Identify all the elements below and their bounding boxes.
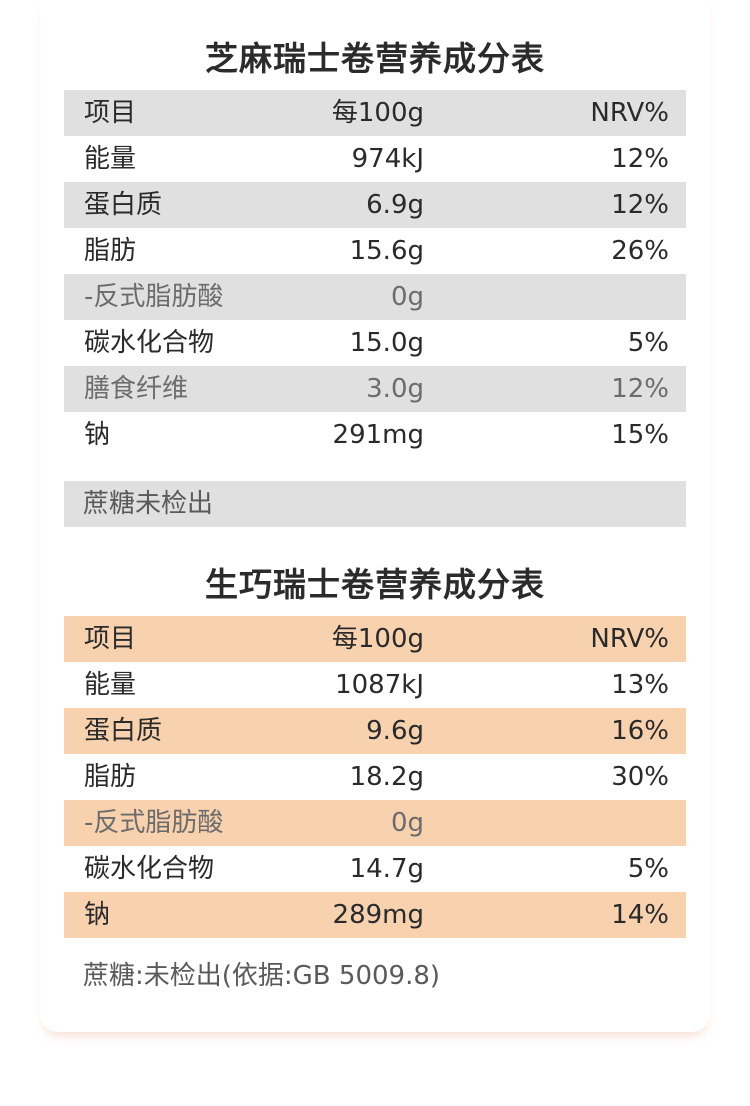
header-item: 项目 xyxy=(84,98,137,128)
table1-title: 芝麻瑞士卷营养成分表 xyxy=(205,39,545,78)
table-header-row: 项目 每100g NRV% xyxy=(64,90,686,136)
table-row: 蛋白质 9.6g 16% xyxy=(64,708,686,754)
row-per100g: 974kJ xyxy=(351,144,424,174)
row-per100g: 3.0g xyxy=(366,374,424,404)
header-nrv: NRV% xyxy=(590,98,669,128)
row-nrv: 14% xyxy=(611,900,669,930)
table-row: 钠 291mg 15% xyxy=(64,412,686,458)
note-text: 蔗糖未检出 xyxy=(83,489,214,519)
nutrition-table-chocolate: 项目 每100g NRV% 能量 1087kJ 13% 蛋白质 9.6g 16%… xyxy=(64,616,686,938)
row-per100g: 15.6g xyxy=(349,236,424,266)
table-row: 膳食纤维 3.0g 12% xyxy=(64,366,686,412)
row-per100g: 15.0g xyxy=(349,328,424,358)
row-nrv: 26% xyxy=(611,236,669,266)
row-item: 脂肪 xyxy=(84,762,137,792)
row-item: 蛋白质 xyxy=(84,716,163,746)
row-per100g: 0g xyxy=(390,808,424,838)
table1-note: 蔗糖未检出 xyxy=(64,481,686,527)
row-per100g: 0g xyxy=(390,282,424,312)
row-nrv: 5% xyxy=(627,854,669,884)
row-nrv: 12% xyxy=(611,144,669,174)
table-row: 脂肪 18.2g 30% xyxy=(64,754,686,800)
row-item: 钠 xyxy=(84,900,111,930)
row-item: 能量 xyxy=(84,144,137,174)
row-nrv: 15% xyxy=(611,420,669,450)
header-per100g: 每100g xyxy=(331,98,424,128)
row-nrv: 16% xyxy=(611,716,669,746)
table2-note: 蔗糖:未检出(依据:GB 5009.8) xyxy=(64,953,686,999)
table-row: 能量 1087kJ 13% xyxy=(64,662,686,708)
table2-title: 生巧瑞士卷营养成分表 xyxy=(205,565,545,604)
row-item: 脂肪 xyxy=(84,236,137,266)
table-row: -反式脂肪酸 0g xyxy=(64,274,686,320)
row-item: 蛋白质 xyxy=(84,190,163,220)
header-item: 项目 xyxy=(84,624,137,654)
table-row: 碳水化合物 15.0g 5% xyxy=(64,320,686,366)
nutrition-table-sesame: 项目 每100g NRV% 能量 974kJ 12% 蛋白质 6.9g 12% … xyxy=(64,90,686,458)
row-per100g: 14.7g xyxy=(349,854,424,884)
row-per100g: 289mg xyxy=(332,900,424,930)
row-nrv: 12% xyxy=(611,374,669,404)
row-item: -反式脂肪酸 xyxy=(84,282,224,312)
note-text: 蔗糖:未检出(依据:GB 5009.8) xyxy=(83,961,441,991)
row-per100g: 291mg xyxy=(332,420,424,450)
table-row: 能量 974kJ 12% xyxy=(64,136,686,182)
row-per100g: 1087kJ xyxy=(335,670,424,700)
row-nrv: 13% xyxy=(611,670,669,700)
table-row: 碳水化合物 14.7g 5% xyxy=(64,846,686,892)
table-row: 脂肪 15.6g 26% xyxy=(64,228,686,274)
header-nrv: NRV% xyxy=(590,624,669,654)
row-nrv: 5% xyxy=(627,328,669,358)
table-header-row: 项目 每100g NRV% xyxy=(64,616,686,662)
row-item: 能量 xyxy=(84,670,137,700)
row-item: 钠 xyxy=(84,420,111,450)
row-nrv: 12% xyxy=(611,190,669,220)
header-per100g: 每100g xyxy=(331,624,424,654)
table-row: 钠 289mg 14% xyxy=(64,892,686,938)
row-per100g: 9.6g xyxy=(366,716,424,746)
table-row: -反式脂肪酸 0g xyxy=(64,800,686,846)
row-item: -反式脂肪酸 xyxy=(84,808,224,838)
row-item: 碳水化合物 xyxy=(84,854,215,884)
row-item: 膳食纤维 xyxy=(84,374,189,404)
table-row: 蛋白质 6.9g 12% xyxy=(64,182,686,228)
row-item: 碳水化合物 xyxy=(84,328,215,358)
row-per100g: 6.9g xyxy=(366,190,424,220)
row-nrv: 30% xyxy=(611,762,669,792)
row-per100g: 18.2g xyxy=(349,762,424,792)
